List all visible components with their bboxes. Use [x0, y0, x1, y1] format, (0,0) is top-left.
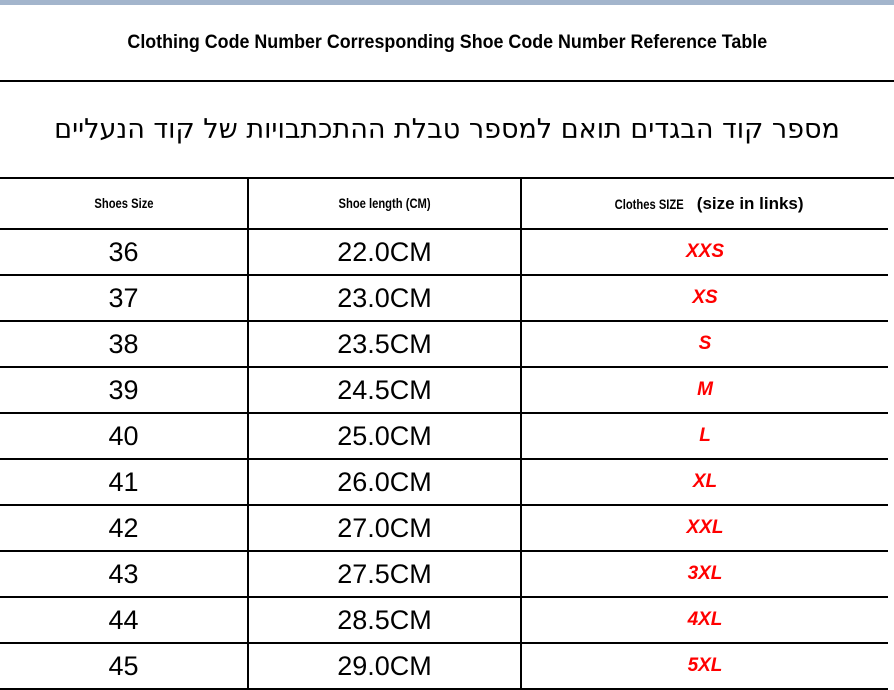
cell-clothes-size: S	[521, 321, 888, 368]
page-title: Clothing Code Number Corresponding Shoe …	[127, 31, 767, 53]
top-blue-strip	[0, 0, 894, 5]
cell-shoe-length: 28.5CM	[248, 597, 522, 644]
cell-shoe-length: 29.0CM	[248, 643, 522, 690]
table-row: 36 22.0CM XXS	[0, 229, 888, 276]
clothes-size-value: 5XL	[687, 655, 723, 676]
column-header-shoes-size-label: Shoes Size	[93, 195, 154, 212]
cell-shoes-size: 43	[0, 551, 249, 598]
cell-shoe-length: 23.0CM	[248, 275, 522, 322]
shoes-size-value: 39	[108, 374, 139, 405]
clothes-size-value: L	[699, 425, 711, 446]
shoes-size-value: 38	[108, 328, 139, 359]
clothes-size-value: S	[698, 333, 712, 354]
cell-shoes-size: 40	[0, 413, 249, 460]
cell-shoe-length: 24.5CM	[248, 367, 522, 414]
cell-clothes-size: XXS	[521, 229, 888, 276]
column-header-shoe-length: Shoe length (CM)	[248, 179, 522, 230]
clothes-size-value: XL	[692, 471, 718, 492]
shoes-size-value: 44	[108, 604, 139, 635]
shoe-length-value: 24.5CM	[337, 374, 432, 405]
cell-clothes-size: XS	[521, 275, 888, 322]
table-row: 40 25.0CM L	[0, 413, 888, 460]
cell-shoe-length: 25.0CM	[248, 413, 522, 460]
shoes-size-value: 36	[108, 236, 139, 267]
cell-shoes-size: 39	[0, 367, 249, 414]
cell-shoes-size: 37	[0, 275, 249, 322]
shoe-length-value: 22.0CM	[337, 236, 432, 267]
cell-clothes-size: XL	[521, 459, 888, 506]
cell-clothes-size: M	[521, 367, 888, 414]
column-header-clothes-size-group: Clothes SIZE (size in links)	[606, 194, 803, 214]
shoe-length-value: 27.0CM	[337, 512, 432, 543]
shoes-size-value: 41	[108, 466, 139, 497]
clothes-size-value: XXS	[685, 241, 725, 262]
size-chart-page: Clothing Code Number Corresponding Shoe …	[0, 5, 894, 690]
table-row: 42 27.0CM XXL	[0, 505, 888, 552]
table-row: 39 24.5CM M	[0, 367, 888, 414]
cell-clothes-size: 3XL	[521, 551, 888, 598]
shoes-size-value: 37	[108, 282, 139, 313]
clothes-size-value: XXL	[686, 517, 724, 538]
page-subtitle-block: מספר קוד הבגדים תואם למספר טבלת ההתכתבוי…	[0, 82, 894, 179]
shoes-size-value: 40	[108, 420, 139, 451]
cell-shoes-size: 45	[0, 643, 249, 690]
shoe-length-value: 23.0CM	[337, 282, 432, 313]
shoe-length-value: 26.0CM	[337, 466, 432, 497]
shoe-length-value: 23.5CM	[337, 328, 432, 359]
shoes-size-value: 45	[108, 650, 139, 681]
shoes-size-value: 43	[108, 558, 139, 589]
clothes-size-value: 3XL	[687, 563, 723, 584]
shoe-length-value: 27.5CM	[337, 558, 432, 589]
cell-clothes-size: 5XL	[521, 643, 888, 690]
column-header-shoes-size: Shoes Size	[0, 179, 249, 230]
clothes-size-value: 4XL	[687, 609, 723, 630]
table-row: 43 27.5CM 3XL	[0, 551, 888, 598]
cell-shoes-size: 42	[0, 505, 249, 552]
column-header-clothes-size-label: Clothes SIZE	[615, 195, 685, 212]
page-subtitle-hebrew: מספר קוד הבגדים תואם למספר טבלת ההתכתבוי…	[54, 113, 840, 145]
cell-shoe-length: 27.0CM	[248, 505, 522, 552]
shoe-length-value: 29.0CM	[337, 650, 432, 681]
table-row: 45 29.0CM 5XL	[0, 643, 888, 690]
cell-shoes-size: 44	[0, 597, 249, 644]
cell-shoes-size: 36	[0, 229, 249, 276]
table-row: 37 23.0CM XS	[0, 275, 888, 322]
table-header-row: Shoes Size Shoe length (CM) Clothes SIZE…	[0, 179, 888, 230]
size-reference-table: Shoes Size Shoe length (CM) Clothes SIZE…	[0, 179, 888, 690]
clothes-size-value: M	[697, 379, 713, 400]
cell-shoe-length: 22.0CM	[248, 229, 522, 276]
cell-clothes-size: XXL	[521, 505, 888, 552]
column-header-clothes-size: Clothes SIZE (size in links)	[521, 179, 888, 230]
cell-clothes-size: 4XL	[521, 597, 888, 644]
cell-clothes-size: L	[521, 413, 888, 460]
cell-shoes-size: 38	[0, 321, 249, 368]
table-row: 44 28.5CM 4XL	[0, 597, 888, 644]
column-header-shoe-length-label: Shoe length (CM)	[338, 195, 431, 212]
shoe-length-value: 25.0CM	[337, 420, 432, 451]
shoe-length-value: 28.5CM	[337, 604, 432, 635]
shoes-size-value: 42	[108, 512, 139, 543]
table-row: 38 23.5CM S	[0, 321, 888, 368]
cell-shoe-length: 26.0CM	[248, 459, 522, 506]
cell-shoe-length: 23.5CM	[248, 321, 522, 368]
page-title-block: Clothing Code Number Corresponding Shoe …	[0, 5, 894, 82]
cell-shoes-size: 41	[0, 459, 249, 506]
clothes-size-value: XS	[692, 287, 718, 308]
table-row: 41 26.0CM XL	[0, 459, 888, 506]
cell-shoe-length: 27.5CM	[248, 551, 522, 598]
column-header-clothes-size-note: (size in links)	[696, 193, 804, 213]
